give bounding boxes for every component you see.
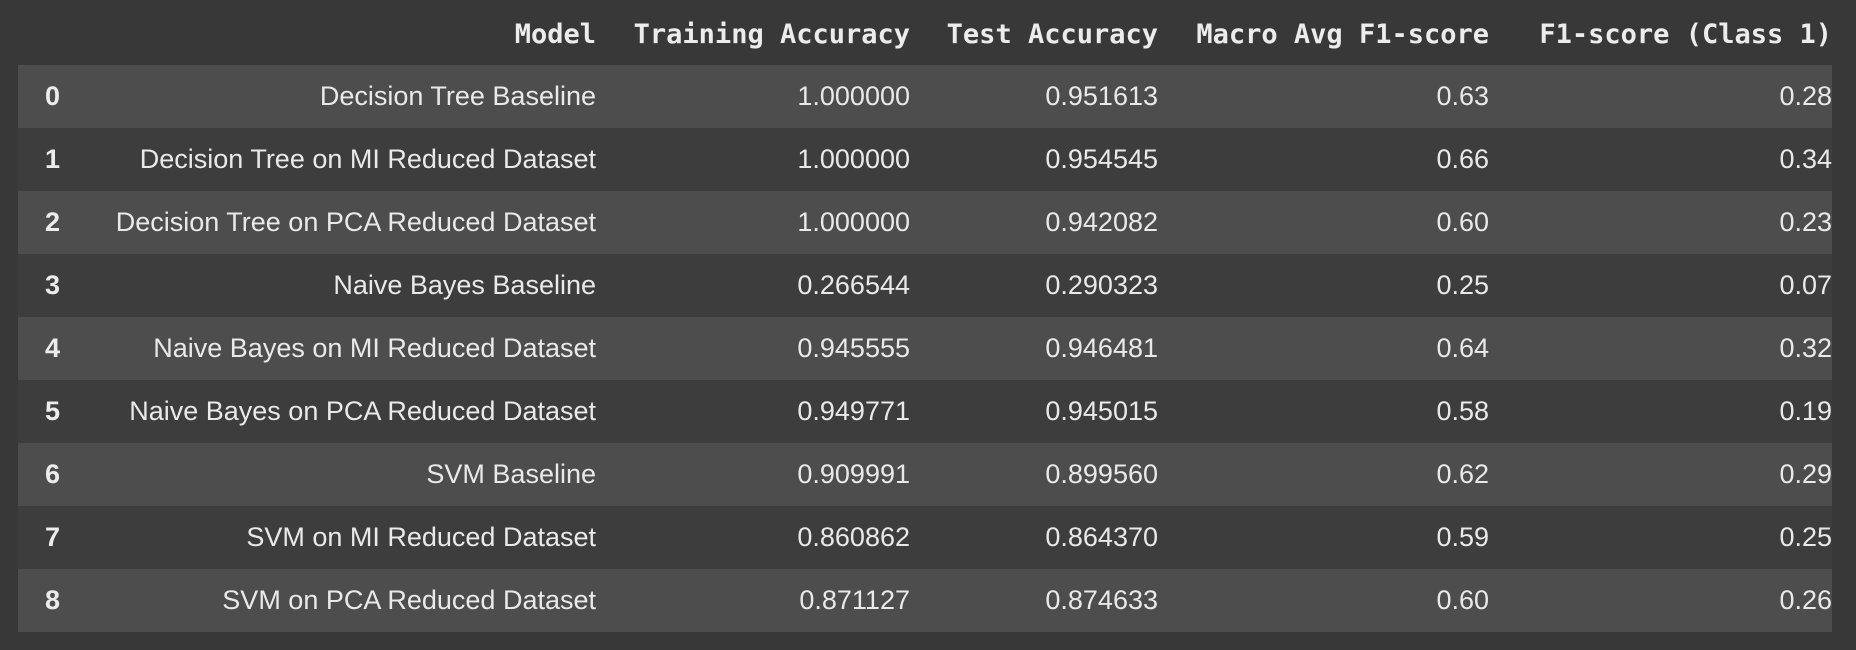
index-header xyxy=(18,3,60,65)
column-header-test-accuracy: Test Accuracy xyxy=(910,3,1158,65)
cell-f1-class-1: 0.19 xyxy=(1779,396,1832,426)
row-index: 8 xyxy=(44,585,60,615)
cell-test-accuracy: 0.874633 xyxy=(1045,585,1158,615)
table-row: 1 Decision Tree on MI Reduced Dataset 1.… xyxy=(18,128,1832,191)
cell-f1-class-1: 0.23 xyxy=(1779,207,1832,237)
cell-model: Naive Bayes Baseline xyxy=(333,270,596,300)
cell-test-accuracy: 0.290323 xyxy=(1045,270,1158,300)
cell-model: Naive Bayes on MI Reduced Dataset xyxy=(153,333,596,363)
cell-training-accuracy: 0.909991 xyxy=(797,459,910,489)
cell-f1-class-1: 0.32 xyxy=(1779,333,1832,363)
table-row: 7 SVM on MI Reduced Dataset 0.860862 0.8… xyxy=(18,506,1832,569)
header-row: Model Training Accuracy Test Accuracy Ma… xyxy=(18,3,1832,65)
cell-macro-avg-f1: 0.25 xyxy=(1436,270,1489,300)
cell-test-accuracy: 0.864370 xyxy=(1045,522,1158,552)
column-header-macro-avg-f1: Macro Avg F1-score xyxy=(1158,3,1489,65)
table-row: 8 SVM on PCA Reduced Dataset 0.871127 0.… xyxy=(18,569,1832,632)
row-index: 0 xyxy=(44,81,60,111)
cell-training-accuracy: 0.860862 xyxy=(797,522,910,552)
cell-f1-class-1: 0.26 xyxy=(1779,585,1832,615)
row-index: 6 xyxy=(44,459,60,489)
cell-f1-class-1: 0.07 xyxy=(1779,270,1832,300)
cell-test-accuracy: 0.945015 xyxy=(1045,396,1158,426)
cell-training-accuracy: 0.949771 xyxy=(797,396,910,426)
row-index: 4 xyxy=(44,333,60,363)
cell-macro-avg-f1: 0.62 xyxy=(1436,459,1489,489)
cell-model: Decision Tree on MI Reduced Dataset xyxy=(139,144,596,174)
cell-test-accuracy: 0.951613 xyxy=(1045,81,1158,111)
cell-training-accuracy: 1.000000 xyxy=(797,81,910,111)
cell-macro-avg-f1: 0.66 xyxy=(1436,144,1489,174)
cell-training-accuracy: 1.000000 xyxy=(797,207,910,237)
table-row: 2 Decision Tree on PCA Reduced Dataset 1… xyxy=(18,191,1832,254)
table-row: 0 Decision Tree Baseline 1.000000 0.9516… xyxy=(18,65,1832,128)
row-index: 3 xyxy=(44,270,60,300)
table-row: 4 Naive Bayes on MI Reduced Dataset 0.94… xyxy=(18,317,1832,380)
table-header: Model Training Accuracy Test Accuracy Ma… xyxy=(18,3,1832,65)
cell-model: Decision Tree on PCA Reduced Dataset xyxy=(115,207,596,237)
cell-f1-class-1: 0.34 xyxy=(1779,144,1832,174)
cell-model: Naive Bayes on PCA Reduced Dataset xyxy=(129,396,596,426)
cell-training-accuracy: 0.266544 xyxy=(797,270,910,300)
row-index: 2 xyxy=(44,207,60,237)
row-index: 7 xyxy=(44,522,60,552)
row-index: 1 xyxy=(44,144,60,174)
cell-training-accuracy: 0.945555 xyxy=(797,333,910,363)
cell-macro-avg-f1: 0.59 xyxy=(1436,522,1489,552)
table-row: 6 SVM Baseline 0.909991 0.899560 0.62 0.… xyxy=(18,443,1832,506)
column-header-training-accuracy: Training Accuracy xyxy=(596,3,910,65)
cell-macro-avg-f1: 0.58 xyxy=(1436,396,1489,426)
table-row: 5 Naive Bayes on PCA Reduced Dataset 0.9… xyxy=(18,380,1832,443)
cell-model: SVM Baseline xyxy=(426,459,596,489)
row-index: 5 xyxy=(44,396,60,426)
cell-f1-class-1: 0.29 xyxy=(1779,459,1832,489)
cell-f1-class-1: 0.28 xyxy=(1779,81,1832,111)
cell-macro-avg-f1: 0.64 xyxy=(1436,333,1489,363)
table-row: 3 Naive Bayes Baseline 0.266544 0.290323… xyxy=(18,254,1832,317)
cell-test-accuracy: 0.946481 xyxy=(1045,333,1158,363)
cell-test-accuracy: 0.899560 xyxy=(1045,459,1158,489)
cell-model: SVM on PCA Reduced Dataset xyxy=(222,585,596,615)
cell-training-accuracy: 0.871127 xyxy=(799,585,910,615)
cell-macro-avg-f1: 0.63 xyxy=(1436,81,1489,111)
cell-model: Decision Tree Baseline xyxy=(319,81,596,111)
table-body: 0 Decision Tree Baseline 1.000000 0.9516… xyxy=(18,65,1832,632)
cell-macro-avg-f1: 0.60 xyxy=(1436,585,1489,615)
column-header-model: Model xyxy=(60,3,596,65)
cell-test-accuracy: 0.954545 xyxy=(1045,144,1158,174)
column-header-f1-class-1: F1-score (Class 1) xyxy=(1489,3,1832,65)
cell-model: SVM on MI Reduced Dataset xyxy=(246,522,596,552)
cell-test-accuracy: 0.942082 xyxy=(1045,207,1158,237)
cell-macro-avg-f1: 0.60 xyxy=(1436,207,1489,237)
dataframe-table: Model Training Accuracy Test Accuracy Ma… xyxy=(18,3,1832,632)
cell-f1-class-1: 0.25 xyxy=(1779,522,1832,552)
cell-training-accuracy: 1.000000 xyxy=(797,144,910,174)
